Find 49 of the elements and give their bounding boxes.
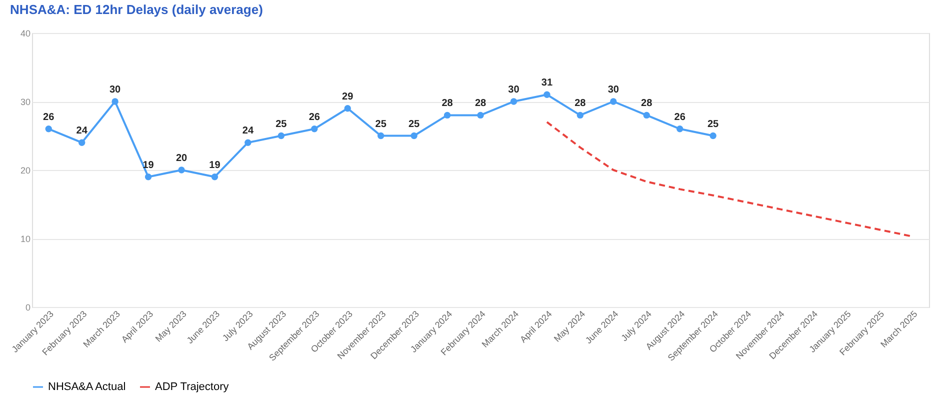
point bbox=[444, 112, 451, 119]
data-label: 26 bbox=[43, 112, 55, 123]
data-label: 28 bbox=[474, 98, 486, 110]
data-label: 26 bbox=[308, 112, 320, 123]
data-label: 30 bbox=[508, 84, 520, 96]
data-label: 30 bbox=[608, 84, 620, 96]
point bbox=[211, 174, 218, 180]
point bbox=[610, 98, 617, 105]
point bbox=[344, 105, 351, 112]
data-label: 24 bbox=[242, 126, 254, 137]
y-tick-label: 20 bbox=[20, 166, 30, 176]
data-label: 25 bbox=[375, 118, 387, 130]
data-label: 20 bbox=[176, 153, 188, 164]
data-label: 31 bbox=[541, 78, 553, 89]
data-label: 25 bbox=[276, 118, 288, 130]
legend-label: NHSA&A Actual bbox=[48, 381, 126, 393]
point bbox=[278, 132, 285, 140]
data-label: 28 bbox=[641, 98, 653, 110]
point bbox=[377, 132, 384, 140]
y-tick-label: 0 bbox=[25, 302, 30, 312]
data-label: 25 bbox=[408, 118, 420, 130]
point bbox=[710, 132, 716, 140]
y-tick-label: 30 bbox=[20, 97, 30, 107]
point bbox=[643, 112, 650, 119]
data-label: 28 bbox=[574, 98, 586, 110]
point bbox=[311, 126, 318, 132]
point bbox=[78, 139, 86, 146]
data-label: 28 bbox=[442, 98, 454, 110]
point bbox=[45, 126, 52, 132]
point bbox=[410, 132, 418, 140]
point bbox=[144, 174, 152, 180]
chart-title: NHSA&A: ED 12hr Delays (daily average) bbox=[10, 2, 263, 17]
point bbox=[477, 112, 484, 119]
y-tick-label: 40 bbox=[20, 28, 30, 38]
data-label: 19 bbox=[209, 160, 221, 171]
y-tick-label: 10 bbox=[20, 234, 30, 244]
point bbox=[112, 98, 118, 105]
point bbox=[576, 112, 584, 119]
data-label: 24 bbox=[76, 126, 88, 137]
data-label: 30 bbox=[109, 84, 122, 96]
data-label: 25 bbox=[707, 118, 720, 130]
data-label: 26 bbox=[674, 112, 686, 123]
point bbox=[544, 91, 550, 98]
point bbox=[178, 166, 185, 174]
point bbox=[510, 98, 518, 105]
data-label: 29 bbox=[342, 91, 354, 102]
legend-label: ADP Trajectory bbox=[155, 381, 230, 393]
point bbox=[244, 139, 252, 146]
point bbox=[676, 126, 684, 132]
